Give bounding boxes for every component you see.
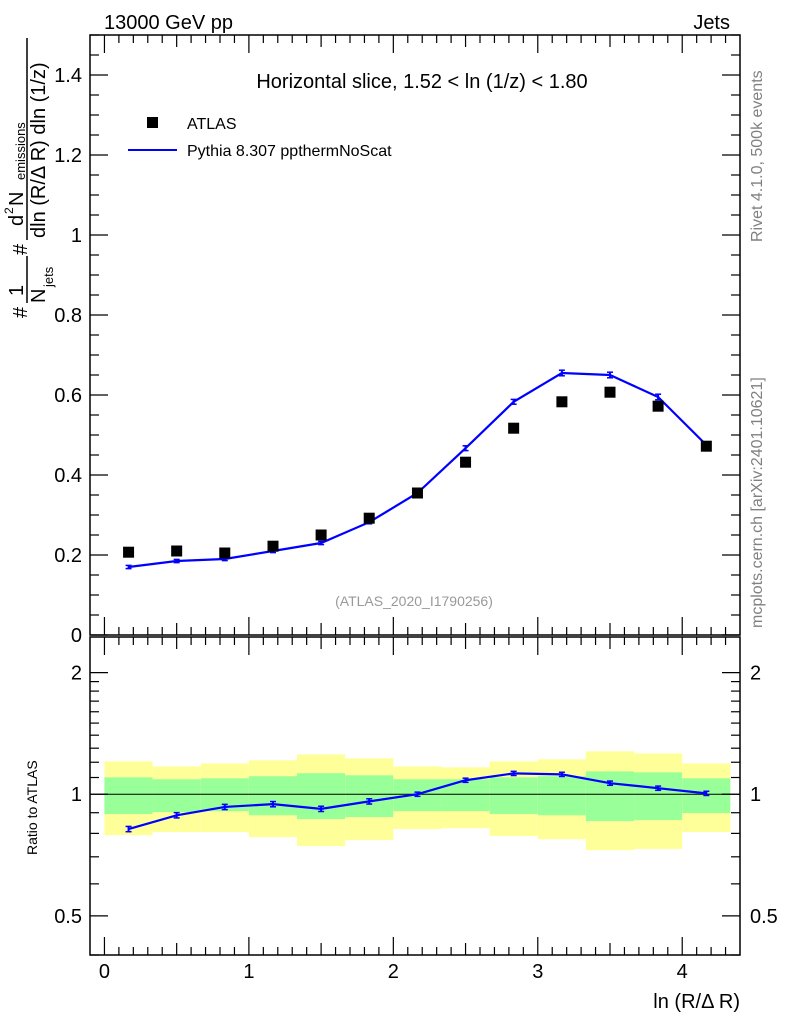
atlas-point	[267, 540, 279, 552]
ylabel-one: 1	[6, 285, 28, 296]
ratio-bands	[90, 751, 740, 851]
x-tick-label: 1	[243, 961, 254, 983]
band-inner-bin	[152, 779, 201, 813]
atlas-point	[315, 529, 327, 541]
atlas-point	[700, 440, 712, 452]
ylabel-hash1: #	[10, 306, 32, 318]
pythia-line	[128, 371, 708, 569]
watermark: (ATLAS_2020_I1790256)	[335, 593, 493, 609]
atlas-point	[171, 545, 183, 557]
band-inner-bin	[634, 772, 683, 821]
ratio-y-tick-label: 0.5	[54, 906, 82, 928]
band-inner-bin	[489, 777, 538, 815]
atlas-point	[411, 487, 423, 499]
ratio-y-tick-label-right: 2	[750, 663, 761, 685]
band-inner-bin	[585, 771, 635, 822]
chart-title: Horizontal slice, 1.52 < ln (1/z) < 1.80	[256, 71, 587, 93]
legend-atlas-label: ATLAS	[187, 116, 237, 133]
legend-pythia-label: Pythia 8.307 ppthermNoScat	[187, 143, 392, 160]
atlas-point	[460, 456, 472, 468]
header-left: 13000 GeV pp	[104, 12, 233, 34]
band-inner-bin	[104, 777, 153, 815]
y-tick-label: 0.6	[54, 385, 82, 407]
y-tick-label: 1	[71, 225, 82, 247]
x-tick-label: 0	[99, 961, 110, 983]
ylabel-den: dln (R/Δ R) dln (1/z)	[28, 62, 50, 238]
y-tick-label: 1.2	[54, 145, 82, 167]
atlas-point	[363, 512, 375, 524]
y-tick-label: 0	[71, 625, 82, 647]
mcplots-label: mcplots.cern.ch [arXiv:2401.10621]	[749, 377, 766, 628]
ylabel-njets-sub: jets	[41, 266, 56, 288]
chart-marks	[123, 369, 712, 833]
ylabel-num-sub: emissions	[13, 122, 28, 180]
ylabel-num-sup: 2	[2, 207, 16, 214]
ratio-y-tick-label-right: 1	[750, 784, 761, 806]
atlas-point	[604, 386, 616, 398]
atlas-point	[652, 400, 664, 412]
ylabel-num: d	[6, 215, 28, 226]
band-inner-bin	[537, 776, 586, 816]
y-tick-label: 1.4	[54, 65, 82, 87]
rivet-label: Rivet 4.1.0, 500k events	[749, 70, 766, 242]
ylabel-num-n: N	[6, 192, 28, 206]
header-right: Jets	[693, 12, 730, 34]
ratio-y-label: Ratio to ATLAS	[24, 760, 40, 855]
y-tick-label: 0.4	[54, 465, 82, 487]
x-tick-label: 4	[677, 961, 688, 983]
x-tick-label: 2	[388, 961, 399, 983]
legend-atlas-marker	[147, 117, 158, 128]
ylabel-hash2: #	[10, 243, 32, 255]
atlas-point	[123, 546, 135, 558]
atlas-point	[219, 547, 231, 559]
axes: 0 1 2 3 4 0 0.2 0.4 0.6 0.8 1 1.2 1.4 0.5 0.5 1 1 2 2	[54, 34, 778, 983]
atlas-point	[556, 396, 568, 408]
y-tick-label: 0.2	[54, 545, 82, 567]
ratio-y-tick-label: 1	[71, 784, 82, 806]
band-inner-bin	[345, 775, 394, 818]
ratio-y-tick-label: 2	[71, 663, 82, 685]
y-tick-label: 0.8	[54, 305, 82, 327]
x-axis-label: ln (R/Δ R)	[653, 991, 740, 1013]
x-tick-label: 3	[532, 961, 543, 983]
y-axis-label: # 1 N jets # d 2 N emissions dln (R/Δ R)…	[2, 38, 56, 318]
ratio-y-tick-label-right: 0.5	[750, 906, 778, 928]
band-inner-bin	[248, 776, 297, 816]
ratio-frame	[89, 636, 741, 956]
ylabel-njets: N	[28, 289, 50, 303]
atlas-point	[508, 422, 520, 434]
